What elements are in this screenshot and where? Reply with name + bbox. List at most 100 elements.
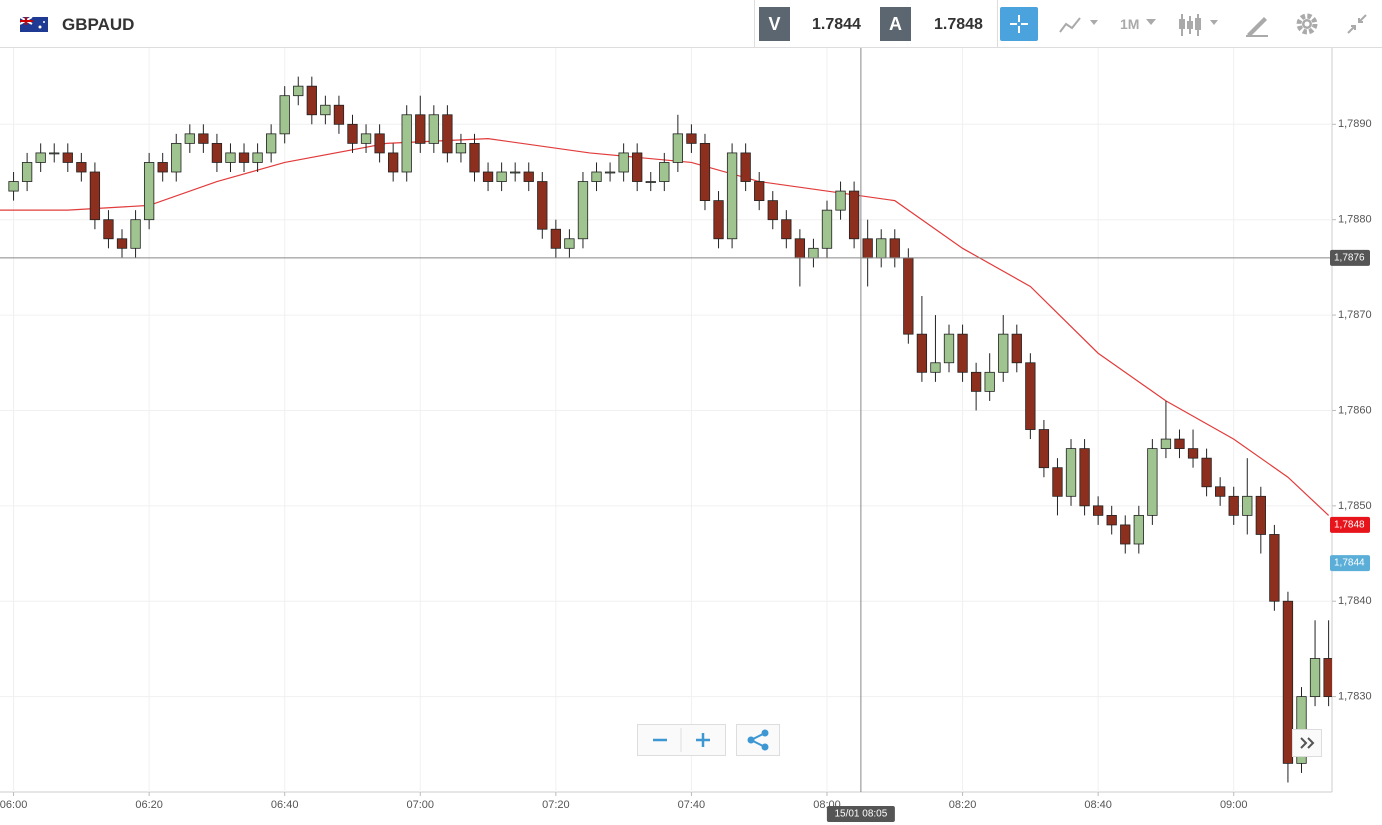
candle-body xyxy=(360,133,372,144)
candle-body xyxy=(279,95,290,135)
dropdown-arrow xyxy=(1146,19,1156,25)
candle-body xyxy=(1120,524,1131,545)
candle-body xyxy=(889,238,900,259)
candle-body xyxy=(564,238,575,249)
candle-body xyxy=(632,152,643,182)
candle-body xyxy=(1106,514,1117,526)
y-tick-label: 1,7830 xyxy=(1338,691,1372,703)
flag-icon xyxy=(20,17,48,32)
sell-price[interactable]: 1.7844 xyxy=(812,16,861,33)
candle-body xyxy=(347,123,358,144)
candle-body xyxy=(699,142,711,202)
candle-body xyxy=(604,171,616,174)
candle-body xyxy=(415,114,426,144)
candle-body xyxy=(157,162,168,173)
candle-body xyxy=(482,171,494,182)
timeframe[interactable]: 1M xyxy=(1120,16,1140,32)
candle-body xyxy=(1174,438,1185,450)
candle-body xyxy=(442,114,453,154)
candle-body xyxy=(1309,658,1321,698)
crosshair-time-box xyxy=(826,806,895,822)
quote-box xyxy=(754,0,998,48)
candle-body xyxy=(930,362,941,373)
candle-body xyxy=(8,181,19,192)
candle-body xyxy=(740,152,751,182)
candle-body xyxy=(198,133,209,144)
share-button[interactable] xyxy=(736,724,780,756)
x-tick-label: 06:00 xyxy=(0,799,27,811)
y-tick-label: 1,7840 xyxy=(1338,595,1372,607)
candle-body xyxy=(713,200,724,240)
candle-body xyxy=(1160,438,1172,450)
x-tick-label: 06:40 xyxy=(271,799,299,811)
candle-body xyxy=(835,190,846,211)
candle-body xyxy=(1133,514,1144,545)
buy-label[interactable]: A xyxy=(880,7,911,41)
draw-button[interactable] xyxy=(1244,12,1270,38)
x-tick-label: 07:00 xyxy=(407,799,435,811)
candle-body xyxy=(306,85,317,116)
price-tag-label: 1,7848 xyxy=(1334,520,1365,531)
candle-body xyxy=(618,152,629,173)
candle-body xyxy=(1025,362,1036,430)
candle-body xyxy=(1282,600,1294,764)
buy-price[interactable]: 1.7848 xyxy=(934,16,983,33)
candle-body xyxy=(862,238,873,259)
candle-body xyxy=(388,152,399,173)
candle-body xyxy=(184,133,195,144)
candle-body xyxy=(1201,457,1212,488)
candle-body xyxy=(49,152,60,155)
candle-body xyxy=(794,238,806,259)
candle-body xyxy=(143,162,155,221)
candle-body xyxy=(970,371,982,392)
candle-body xyxy=(916,333,928,373)
candle-body xyxy=(537,181,548,230)
collapse-button[interactable] xyxy=(1345,12,1369,36)
candle-body xyxy=(523,171,534,182)
candle-type-button[interactable] xyxy=(1178,12,1224,38)
candle-body xyxy=(103,219,114,240)
y-tick-label: 1,7890 xyxy=(1338,118,1372,130)
candle-body xyxy=(225,152,236,163)
candle-body xyxy=(1269,534,1280,602)
scroll-right-button[interactable] xyxy=(1292,729,1322,757)
zoom-group xyxy=(637,724,726,756)
x-tick-label: 08:20 xyxy=(949,799,977,811)
candle-body xyxy=(21,162,33,182)
candle-body xyxy=(848,190,860,240)
candle-body xyxy=(1187,448,1199,459)
candle-body xyxy=(265,133,277,154)
candle-body xyxy=(998,333,1009,373)
candle-body xyxy=(903,257,914,335)
candle-body xyxy=(1092,505,1104,516)
candle-body xyxy=(171,142,182,173)
candle-body xyxy=(550,228,561,249)
candle-body xyxy=(659,162,670,182)
toolbar: GBPAUD V 1.7844 A 1.7848 1M xyxy=(0,0,1382,48)
settings-button[interactable] xyxy=(1294,11,1320,37)
x-tick-label: 07:20 xyxy=(542,799,570,811)
candle-body xyxy=(455,142,467,154)
candle-body xyxy=(293,85,304,97)
candle-body xyxy=(76,162,87,173)
candle-body xyxy=(876,238,887,259)
candle-body xyxy=(726,152,738,240)
sell-label[interactable]: V xyxy=(759,7,790,41)
candle-body xyxy=(320,104,331,116)
candle-body xyxy=(374,133,385,154)
candle-body xyxy=(252,152,263,163)
candle-body xyxy=(781,219,792,240)
candle-body xyxy=(238,152,250,163)
candle-body xyxy=(1038,429,1050,469)
candle-body xyxy=(401,114,412,173)
chart-type-button[interactable] xyxy=(1058,14,1102,36)
candle-body xyxy=(1255,495,1266,535)
candle-body xyxy=(1079,448,1090,507)
price-tag-label: 1,7844 xyxy=(1334,558,1365,569)
candle-body xyxy=(808,247,819,259)
candle-body xyxy=(645,181,656,183)
crosshair-button[interactable] xyxy=(1000,7,1038,41)
candle-body xyxy=(469,142,480,173)
x-tick-label: 06:20 xyxy=(135,799,163,811)
y-tick-label: 1,7850 xyxy=(1338,500,1372,512)
